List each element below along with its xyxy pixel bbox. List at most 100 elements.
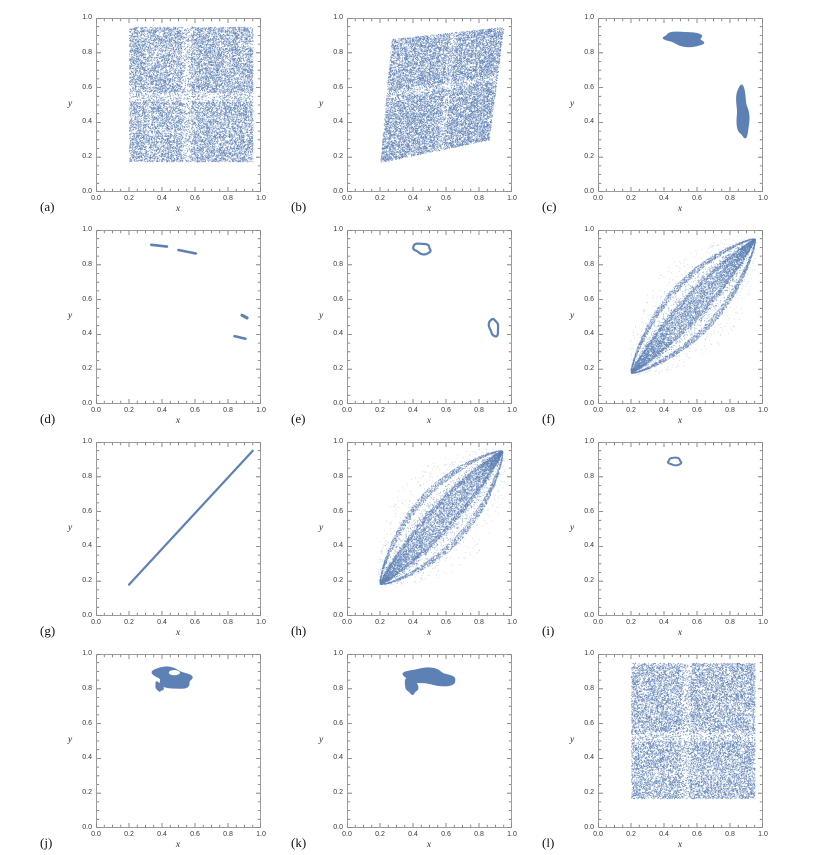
scatter-canvas [598,654,763,828]
panel-label: (h) [291,623,307,638]
x-tick-label: 0.2 [124,619,134,626]
subplot-g: (g) 0.0 0.0 0.2 0.2 0.4 0.4 0.6 0.6 0.8 0.8 1.0 1.0 x… [38,428,289,640]
x-tick-label: 0.8 [474,831,484,838]
y-tick-label: 0.6 [82,507,92,515]
subplot-a: (a) 0.0 0.0 0.2 0.2 0.4 0.4 0.6 0.6 0.8 0.8 1.0 1.0 x… [38,4,289,216]
x-tick-label: 0.0 [342,407,352,414]
x-tick-label: 0.4 [157,831,167,838]
y-tick-label: 1.0 [584,226,594,233]
subplot-b: (b) 0.0 0.0 0.2 0.2 0.4 0.4 0.6 0.6 0.8 0.8 1.0 1.0 x… [289,4,540,216]
x-tick-label: 0.8 [725,407,735,414]
scatter-canvas [96,230,261,404]
x-tick-label: 0.0 [91,619,101,626]
y-tick-label: 0.6 [584,295,594,303]
y-tick-label: 0.2 [584,789,594,797]
x-axis-label: x [175,204,181,214]
x-tick-label: 0.2 [375,407,385,414]
y-tick-label: 0.0 [584,188,594,195]
y-axis-label: y [68,311,73,321]
y-tick-label: 0.6 [82,83,92,91]
plot-frame: 0.0 0.0 0.2 0.2 0.4 0.4 0.6 0.6 0.8 0.8 1.0 1.0 x y [68,14,266,214]
y-axis-label: y [319,99,324,109]
y-tick-label: 0.6 [333,295,343,303]
y-tick-label: 0.8 [333,684,343,692]
y-tick-label: 0.6 [584,719,594,727]
scatter-canvas [96,442,261,616]
y-tick-label: 0.8 [82,48,92,56]
plot-frame: 0.0 0.0 0.2 0.2 0.4 0.4 0.6 0.6 0.8 0.8 1.0 1.0 x y [319,438,517,638]
x-tick-label: 0.2 [124,195,134,202]
y-tick-label: 0.0 [584,400,594,407]
y-tick-label: 0.6 [333,719,343,727]
subplot-j: (j) 0.0 0.0 0.2 0.2 0.4 0.4 0.6 0.6 0.8 0.8 1.0 1.0 x… [38,640,289,852]
x-tick-label: 1.0 [507,407,517,414]
y-tick-label: 0.0 [333,824,343,831]
x-tick-label: 0.8 [474,619,484,626]
x-tick-label: 1.0 [256,831,266,838]
x-tick-label: 0.4 [659,195,669,202]
x-tick-label: 0.2 [375,619,385,626]
y-tick-label: 0.2 [82,577,92,585]
x-tick-label: 0.0 [91,831,101,838]
x-tick-label: 1.0 [507,619,517,626]
x-tick-label: 0.6 [441,619,451,626]
y-tick-label: 1.0 [333,650,343,657]
y-tick-label: 1.0 [584,14,594,21]
x-tick-label: 0.2 [626,619,636,626]
x-tick-label: 0.6 [692,619,702,626]
y-tick-label: 0.2 [584,365,594,373]
y-tick-label: 0.0 [82,400,92,407]
x-tick-label: 0.2 [375,195,385,202]
y-tick-label: 0.4 [82,118,92,126]
y-tick-label: 0.2 [333,577,343,585]
y-tick-label: 0.4 [333,330,343,338]
y-axis-label: y [319,735,324,745]
y-tick-label: 0.8 [82,472,92,480]
x-tick-label: 0.0 [593,619,603,626]
y-tick-label: 0.8 [333,48,343,56]
y-tick-label: 0.2 [584,577,594,585]
panel-label: (e) [291,411,306,426]
scatter-canvas [598,230,763,404]
x-tick-label: 0.6 [190,407,200,414]
x-tick-label: 0.2 [626,195,636,202]
y-tick-label: 1.0 [82,226,92,233]
y-tick-label: 1.0 [82,650,92,657]
y-tick-label: 0.0 [333,400,343,407]
x-tick-label: 0.6 [441,195,451,202]
y-tick-label: 0.4 [584,542,594,550]
y-tick-label: 0.4 [333,542,343,550]
subplot-c: (c) 0.0 0.0 0.2 0.2 0.4 0.4 0.6 0.6 0.8 0.8 1.0 1.0 x… [540,4,791,216]
y-tick-label: 1.0 [584,650,594,657]
y-tick-label: 1.0 [82,14,92,21]
y-tick-label: 1.0 [333,226,343,233]
y-axis-label: y [570,99,575,109]
y-tick-label: 0.0 [333,188,343,195]
panel-label: (f) [542,411,555,426]
x-tick-label: 0.2 [375,831,385,838]
y-tick-label: 0.8 [584,684,594,692]
x-tick-label: 0.8 [223,619,233,626]
scatter-canvas [347,18,512,192]
x-tick-label: 0.4 [659,831,669,838]
x-tick-label: 0.8 [725,831,735,838]
x-axis-label: x [677,628,683,638]
x-tick-label: 1.0 [256,407,266,414]
y-tick-label: 0.6 [584,507,594,515]
x-tick-label: 0.0 [342,831,352,838]
scatter-canvas [96,18,261,192]
x-tick-label: 0.4 [659,619,669,626]
x-tick-label: 1.0 [256,195,266,202]
plot-frame: 0.0 0.0 0.2 0.2 0.4 0.4 0.6 0.6 0.8 0.8 1.0 1.0 x y [570,14,768,214]
x-tick-label: 0.4 [408,407,418,414]
y-tick-label: 0.2 [82,365,92,373]
x-axis-label: x [175,628,181,638]
subplot-i: (i) 0.0 0.0 0.2 0.2 0.4 0.4 0.6 0.6 0.8 0.8 1.0 1.0 x… [540,428,791,640]
x-tick-label: 1.0 [256,619,266,626]
panel-label: (d) [40,411,56,426]
subplot-k: (k) 0.0 0.0 0.2 0.2 0.4 0.4 0.6 0.6 0.8 0.8 1.0 1.0 x… [289,640,540,852]
x-axis-label: x [426,840,432,850]
y-tick-label: 1.0 [333,438,343,445]
panel-label: (l) [542,835,555,850]
y-axis-label: y [570,523,575,533]
